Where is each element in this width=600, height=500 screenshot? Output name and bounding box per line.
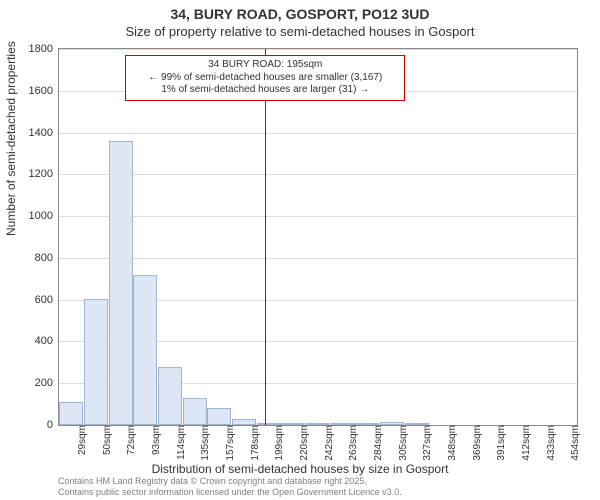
y-tick-label: 1000 — [29, 210, 59, 222]
x-tick-label: 29sqm — [75, 425, 88, 455]
annotation-line: 1% of semi-detached houses are larger (3… — [132, 84, 398, 97]
gridline — [59, 133, 577, 134]
x-tick-label: 178sqm — [248, 425, 261, 461]
histogram-bar — [84, 299, 108, 425]
x-axis-label: Distribution of semi-detached houses by … — [0, 462, 600, 476]
x-tick-label: 454sqm — [568, 425, 581, 461]
histogram-bar — [133, 275, 157, 425]
annotation-box: 34 BURY ROAD: 195sqm← 99% of semi-detach… — [125, 55, 405, 101]
x-tick-label: 220sqm — [297, 425, 310, 461]
histogram-bar — [59, 402, 83, 425]
x-tick-label: 369sqm — [470, 425, 483, 461]
y-tick-label: 800 — [35, 252, 59, 264]
gridline — [59, 216, 577, 217]
y-tick-label: 0 — [47, 419, 59, 431]
x-tick-label: 114sqm — [174, 425, 187, 460]
y-tick-label: 1400 — [29, 127, 59, 139]
marker-line — [265, 49, 266, 425]
gridline — [59, 258, 577, 259]
annotation-line: 34 BURY ROAD: 195sqm — [132, 59, 398, 72]
chart-subtitle: Size of property relative to semi-detach… — [0, 24, 600, 39]
x-tick-label: 157sqm — [223, 425, 236, 461]
y-tick-label: 1200 — [29, 168, 59, 180]
x-tick-label: 412sqm — [519, 425, 532, 461]
footer-line-1: Contains HM Land Registry data © Crown c… — [58, 476, 402, 487]
x-tick-label: 199sqm — [272, 425, 285, 461]
x-tick-label: 284sqm — [371, 425, 384, 461]
gridline — [59, 49, 577, 50]
x-tick-label: 433sqm — [544, 425, 557, 461]
x-tick-label: 50sqm — [100, 425, 113, 455]
gridline — [59, 174, 577, 175]
x-tick-label: 93sqm — [149, 425, 162, 455]
histogram-bar — [207, 408, 231, 425]
x-tick-label: 242sqm — [322, 425, 335, 461]
x-tick-label: 135sqm — [198, 425, 211, 461]
y-tick-label: 600 — [35, 294, 59, 306]
x-tick-label: 348sqm — [445, 425, 458, 461]
x-tick-label: 263sqm — [346, 425, 359, 461]
y-tick-label: 200 — [35, 377, 59, 389]
y-tick-label: 1800 — [29, 43, 59, 55]
x-tick-label: 391sqm — [494, 425, 507, 461]
footer-line-2: Contains public sector information licen… — [58, 487, 402, 498]
x-tick-label: 327sqm — [420, 425, 433, 461]
y-axis-label: Number of semi-detached properties — [4, 41, 18, 236]
y-tick-label: 400 — [35, 335, 59, 347]
histogram-bar — [109, 141, 133, 425]
y-tick-label: 1600 — [29, 85, 59, 97]
annotation-line: ← 99% of semi-detached houses are smalle… — [132, 72, 398, 85]
chart-plot-area: 02004006008001000120014001600180029sqm50… — [58, 48, 578, 426]
histogram-bar — [158, 367, 182, 425]
x-tick-label: 72sqm — [124, 425, 137, 455]
chart-footer: Contains HM Land Registry data © Crown c… — [58, 476, 402, 498]
x-tick-label: 305sqm — [396, 425, 409, 461]
chart-title: 34, BURY ROAD, GOSPORT, PO12 3UD — [0, 6, 600, 22]
histogram-bar — [183, 398, 207, 425]
